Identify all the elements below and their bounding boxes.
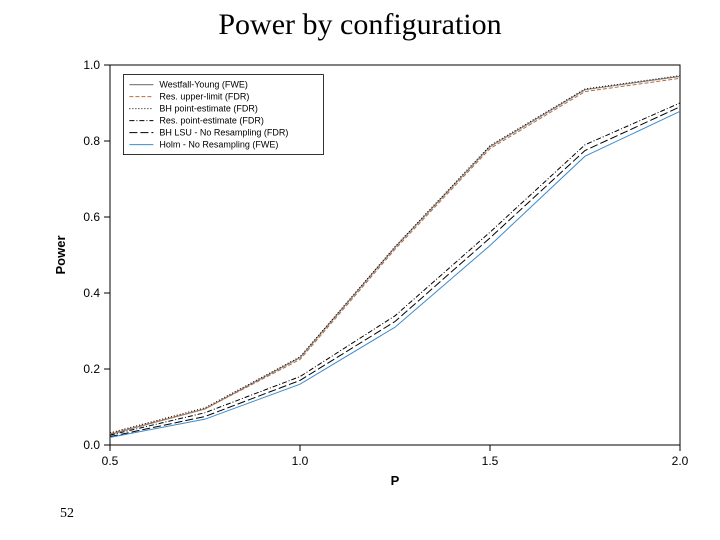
svg-text:Westfall-Young (FWE): Westfall-Young (FWE) xyxy=(159,80,248,90)
svg-text:2.0: 2.0 xyxy=(672,454,689,468)
svg-text:1.5: 1.5 xyxy=(482,454,499,468)
svg-text:BH LSU - No Resampling (FDR): BH LSU - No Resampling (FDR) xyxy=(159,128,288,138)
power-chart: 0.5 1.0 1.5 2.0 0.0 0.2 0.4 0.6 0.8 1.0 P Power West… xyxy=(40,50,700,490)
svg-text:Res. point-estimate (FDR): Res. point-estimate (FDR) xyxy=(159,116,264,126)
svg-text:1.0: 1.0 xyxy=(292,454,309,468)
svg-text:0.0: 0.0 xyxy=(83,438,100,452)
page-number: 52 xyxy=(60,506,74,522)
svg-text:BH point-estimate (FDR): BH point-estimate (FDR) xyxy=(159,104,258,114)
svg-text:Power: Power xyxy=(53,235,68,274)
chart-svg: 0.5 1.0 1.5 2.0 0.0 0.2 0.4 0.6 0.8 1.0 P Power West… xyxy=(40,50,700,490)
svg-text:P: P xyxy=(391,473,400,488)
svg-text:1.0: 1.0 xyxy=(83,58,100,72)
svg-text:0.8: 0.8 xyxy=(83,134,100,148)
svg-text:0.4: 0.4 xyxy=(83,286,100,300)
page-title: Power by configuration xyxy=(0,8,720,42)
svg-text:Holm - No Resampling (FWE): Holm - No Resampling (FWE) xyxy=(159,140,278,150)
svg-text:0.6: 0.6 xyxy=(83,210,100,224)
svg-text:0.5: 0.5 xyxy=(102,454,119,468)
svg-text:Res. upper-limit (FDR): Res. upper-limit (FDR) xyxy=(159,92,249,102)
svg-text:0.2: 0.2 xyxy=(83,362,100,376)
